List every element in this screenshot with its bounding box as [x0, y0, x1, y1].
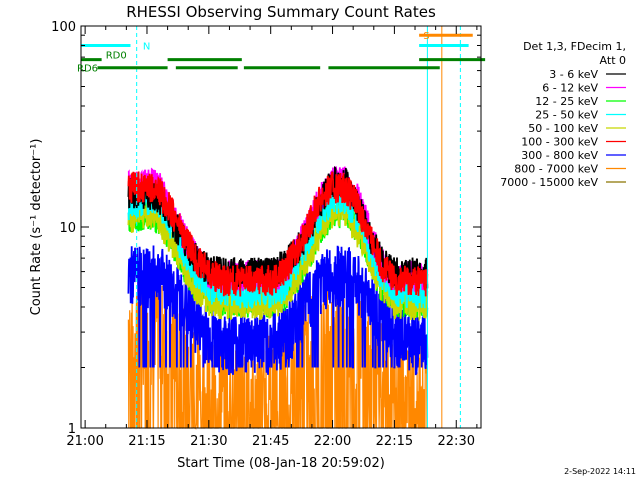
- x-axis-label: Start Time (08-Jan-18 20:59:02): [177, 456, 385, 471]
- date-stamp: 2-Sep-2022 14:11: [564, 467, 636, 476]
- x-tick-label: 22:15: [376, 434, 413, 449]
- legend-label: 300 - 800 keV: [521, 149, 598, 162]
- legend-label: 50 - 100 keV: [528, 122, 598, 135]
- legend-label: 12 - 25 keV: [535, 95, 598, 108]
- x-tick-label: 22:30: [438, 434, 475, 449]
- series-line-6: [127, 245, 429, 376]
- x-tick-label: 21:15: [128, 434, 165, 449]
- x-tick-label: 21:45: [252, 434, 289, 449]
- legend-label: 3 - 6 keV: [549, 68, 598, 81]
- annotation-n: N: [143, 41, 150, 52]
- legend-label: 800 - 7000 keV: [514, 163, 598, 176]
- legend-header-1: Det 1,3, FDecim 1,: [523, 40, 626, 53]
- series-line-5: [127, 171, 429, 297]
- legend-header-2: Att 0: [600, 54, 626, 67]
- y-axis-label: Count Rate (s⁻¹ detector⁻¹): [29, 139, 44, 316]
- y-tick-label: 10: [59, 221, 76, 236]
- chart-title: RHESSI Observing Summary Count Rates: [126, 3, 436, 21]
- annotation-rd6: RD6: [77, 64, 98, 75]
- x-tick-label: 22:00: [314, 434, 351, 449]
- legend-label: 6 - 12 keV: [542, 82, 598, 95]
- y-tick-label: 100: [51, 20, 76, 35]
- x-tick-label: 21:30: [190, 434, 227, 449]
- y-tick-label: 1: [68, 422, 76, 437]
- annotation-s: S: [423, 31, 429, 42]
- legend-label: 25 - 50 keV: [535, 109, 598, 122]
- legend-label: 100 - 300 keV: [521, 136, 598, 149]
- annotation-rd0: RD0: [106, 51, 127, 62]
- legend-label: 7000 - 15000 keV: [500, 176, 598, 189]
- x-tick-label: 21:00: [66, 434, 103, 449]
